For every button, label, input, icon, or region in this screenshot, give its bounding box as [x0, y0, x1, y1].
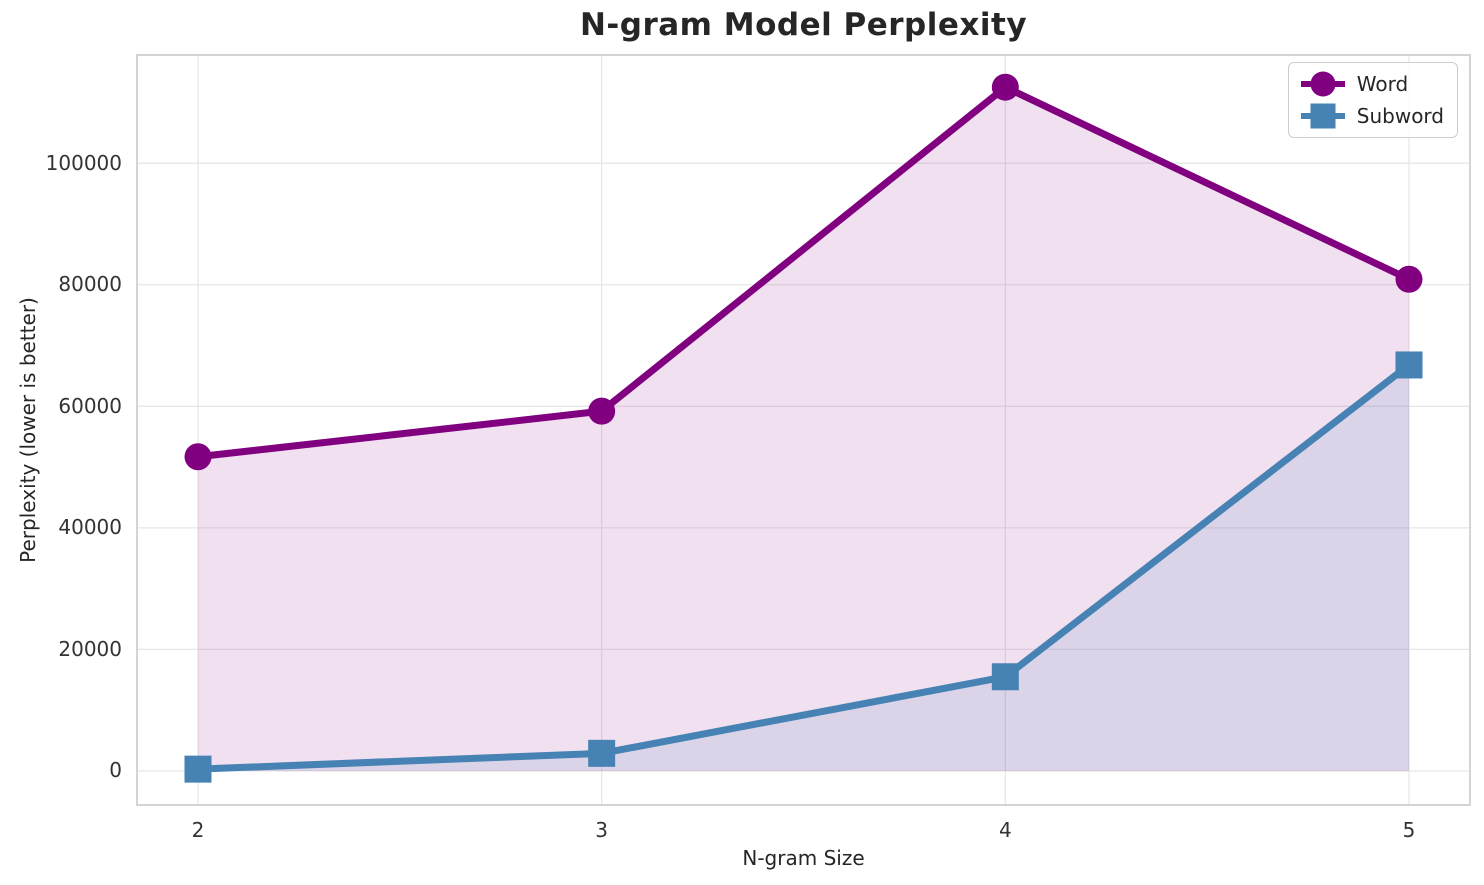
x-tick-label: 3 [595, 818, 609, 842]
word-line-circle-marker-icon [1299, 70, 1347, 98]
subword-marker [1395, 351, 1423, 379]
legend: Word Subword [1287, 62, 1458, 138]
legend-label-subword: Subword [1356, 104, 1444, 128]
subword-marker [991, 663, 1019, 691]
word-marker [588, 397, 616, 425]
y-tick-label: 0 [109, 758, 122, 783]
subword-marker [588, 739, 616, 767]
plot-border [136, 54, 1471, 806]
subword-legend-glyph [1300, 103, 1345, 129]
word-marker [991, 73, 1019, 101]
word-marker [184, 443, 212, 471]
subword-marker [184, 755, 212, 783]
x-tick-label: 5 [1402, 818, 1416, 842]
y-tick-label: 80000 [58, 272, 122, 297]
y-axis-label: Perplexity (lower is better) [16, 297, 40, 563]
y-tick-label: 100000 [45, 150, 122, 175]
word-series-line [197, 83, 1411, 461]
x-tick-label: 4 [998, 818, 1012, 842]
subword-line-square-marker-icon [1299, 102, 1347, 130]
word-marker [1395, 265, 1423, 293]
legend-item-word: Word [1299, 70, 1444, 98]
y-tick-label: 60000 [58, 393, 122, 418]
legend-item-subword: Subword [1299, 102, 1444, 130]
subword-series-area [198, 364, 1409, 771]
x-tick-label: 2 [191, 818, 205, 842]
word-legend-glyph [1300, 71, 1345, 97]
y-tick-label: 40000 [58, 515, 122, 540]
legend-label-word: Word [1356, 72, 1409, 96]
y-tick-label: 20000 [58, 636, 122, 661]
subword-series-line [197, 362, 1412, 773]
x-axis-label: N-gram Size [742, 846, 865, 870]
chart-title: N-gram Model Perplexity [579, 7, 1028, 43]
